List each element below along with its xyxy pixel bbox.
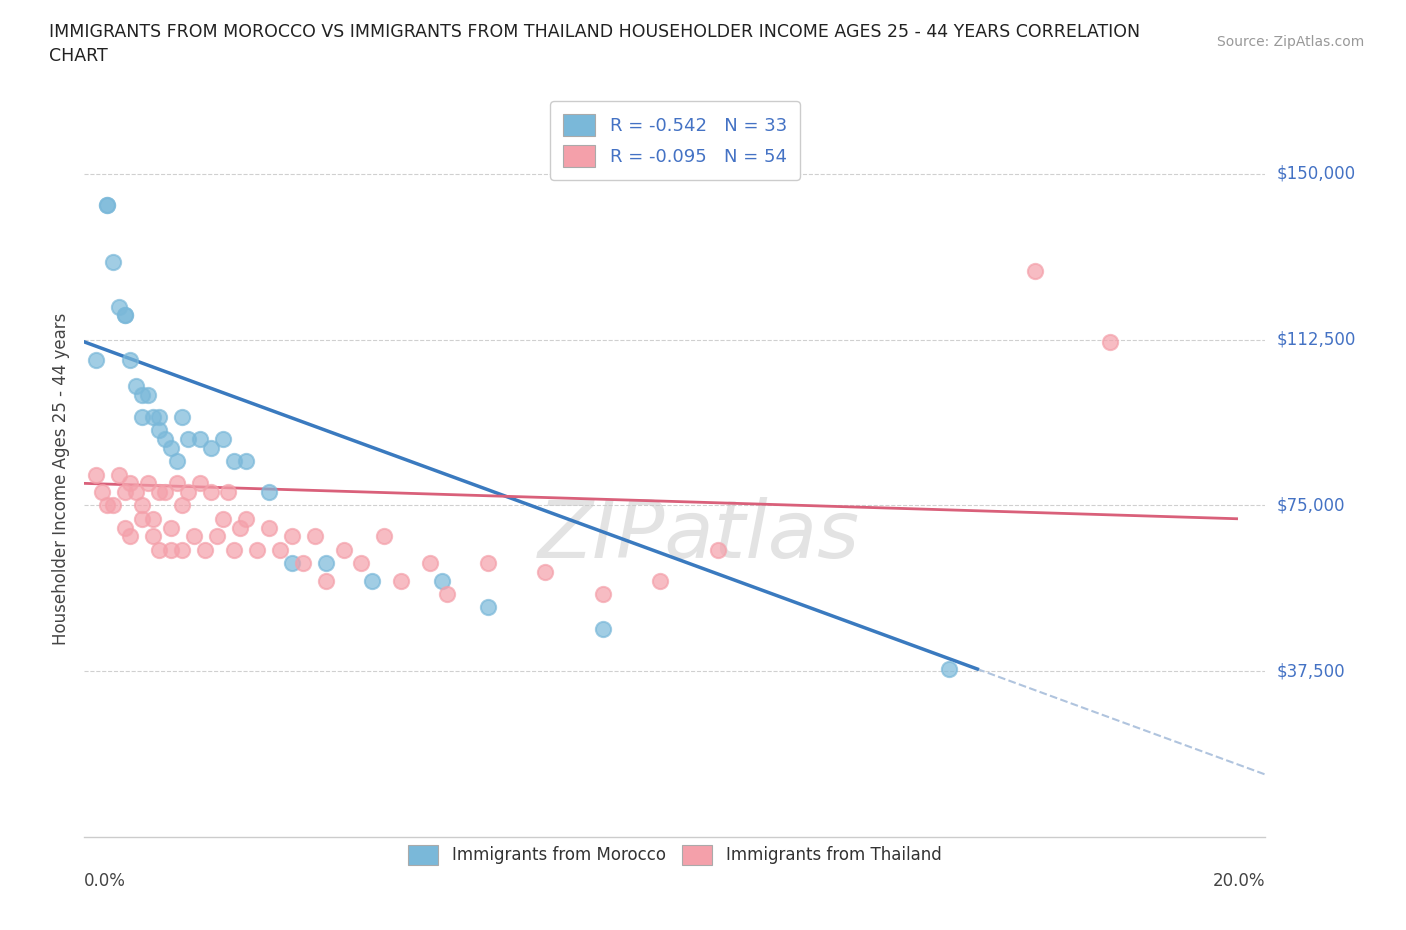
Y-axis label: Householder Income Ages 25 - 44 years: Householder Income Ages 25 - 44 years [52,312,70,645]
Point [477,555,499,570]
Point [436,587,458,602]
Point [246,542,269,557]
Point [120,529,142,544]
Point [304,529,326,544]
Point [269,542,291,557]
Point [159,441,181,456]
Point [131,512,153,526]
Text: $37,500: $37,500 [1277,662,1346,680]
Point [257,520,280,535]
Point [194,542,217,557]
Text: $150,000: $150,000 [1277,165,1355,183]
Point [177,432,200,446]
Point [172,409,194,424]
Text: ZIPatlas: ZIPatlas [537,498,859,576]
Text: IMMIGRANTS FROM MOROCCO VS IMMIGRANTS FROM THAILAND HOUSEHOLDER INCOME AGES 25 -: IMMIGRANTS FROM MOROCCO VS IMMIGRANTS FR… [49,23,1140,65]
Point [315,573,337,588]
Point [108,467,131,482]
Point [142,409,165,424]
Point [166,454,188,469]
Point [96,498,118,513]
Point [235,512,257,526]
Point [125,379,148,393]
Point [166,476,188,491]
Point [101,255,124,270]
Text: $75,000: $75,000 [1277,497,1346,514]
Point [148,542,170,557]
Point [188,432,211,446]
Point [477,600,499,615]
Text: $112,500: $112,500 [1277,331,1355,349]
Point [188,476,211,491]
Point [142,512,165,526]
Point [430,573,453,588]
Point [281,555,304,570]
Point [1024,264,1046,279]
Point [650,573,672,588]
Point [131,409,153,424]
Point [84,352,107,367]
Legend: Immigrants from Morocco, Immigrants from Thailand: Immigrants from Morocco, Immigrants from… [402,838,948,871]
Point [125,485,148,499]
Point [224,542,246,557]
Point [211,512,233,526]
Point [1098,335,1121,350]
Point [592,587,614,602]
Point [172,498,194,513]
Point [235,454,257,469]
Point [200,485,222,499]
Point [211,432,233,446]
Point [183,529,205,544]
Point [114,308,136,323]
Point [153,432,176,446]
Point [148,485,170,499]
Point [281,529,304,544]
Text: 20.0%: 20.0% [1213,871,1265,890]
Point [389,573,412,588]
Point [350,555,373,570]
Point [172,542,194,557]
Point [114,308,136,323]
Point [159,542,181,557]
Point [938,661,960,676]
Point [153,485,176,499]
Point [131,498,153,513]
Point [257,485,280,499]
Point [229,520,252,535]
Point [315,555,337,570]
Point [120,476,142,491]
Point [592,622,614,637]
Point [332,542,354,557]
Point [177,485,200,499]
Point [96,197,118,212]
Point [292,555,315,570]
Point [217,485,239,499]
Point [101,498,124,513]
Point [136,388,159,403]
Point [90,485,112,499]
Point [205,529,228,544]
Point [131,388,153,403]
Point [361,573,384,588]
Point [200,441,222,456]
Point [114,520,136,535]
Point [96,197,118,212]
Point [120,352,142,367]
Point [707,542,730,557]
Point [373,529,395,544]
Point [84,467,107,482]
Point [136,476,159,491]
Point [224,454,246,469]
Text: 0.0%: 0.0% [84,871,127,890]
Point [148,423,170,438]
Point [419,555,441,570]
Text: Source: ZipAtlas.com: Source: ZipAtlas.com [1216,35,1364,49]
Point [534,565,557,579]
Point [114,485,136,499]
Point [159,520,181,535]
Point [108,299,131,314]
Point [148,409,170,424]
Point [142,529,165,544]
